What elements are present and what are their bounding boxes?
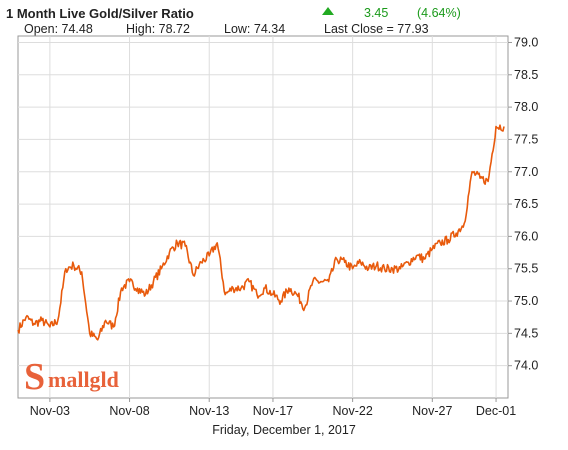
y-tick-label: 77.0 xyxy=(514,165,538,179)
y-tick-label: 78.0 xyxy=(514,100,538,114)
y-tick-label: 78.5 xyxy=(514,68,538,82)
y-tick-label: 77.5 xyxy=(514,132,538,146)
y-tick-label: 79.0 xyxy=(514,35,538,49)
x-tick-label: Nov-08 xyxy=(109,404,149,418)
plot-area xyxy=(17,35,509,399)
x-tick-label: Dec-01 xyxy=(476,404,516,418)
chart-title: 1 Month Live Gold/Silver Ratio xyxy=(6,6,194,21)
x-tick-label: Nov-17 xyxy=(253,404,293,418)
y-tick-label: 76.5 xyxy=(514,197,538,211)
y-tick-label: 75.5 xyxy=(514,262,538,276)
open-value: Open: 74.48 xyxy=(24,22,93,36)
y-tick-label: 74.0 xyxy=(514,359,538,373)
chart-date: Friday, December 1, 2017 xyxy=(212,423,356,437)
x-tick-label: Nov-22 xyxy=(332,404,372,418)
low-value: Low: 74.34 xyxy=(224,22,286,36)
change-value: 3.45 xyxy=(364,6,389,20)
series-line xyxy=(17,124,505,341)
high-value: High: 78.72 xyxy=(126,22,190,36)
smallgold-logo: S mallgld xyxy=(24,356,119,396)
series-layer xyxy=(17,124,505,341)
change-percent: (4.64%) xyxy=(417,6,461,20)
y-tick-label: 74.5 xyxy=(514,326,538,340)
x-tick-label: Nov-27 xyxy=(412,404,452,418)
up-arrow-icon xyxy=(322,7,334,15)
x-tick-label: Nov-03 xyxy=(30,404,70,418)
x-axis: Nov-03 Nov-08 Nov-13 Nov-17 Nov-22 Nov-27 Dec-… xyxy=(30,398,516,418)
svg-text:S: S xyxy=(24,356,45,396)
svg-text:mallgld: mallgld xyxy=(48,367,119,392)
line-chart: 74.0 74.5 75.0 75.5 76.0 76.5 77.0 77.5 78.0 78.5… xyxy=(17,35,538,418)
x-tick-label: Nov-13 xyxy=(189,404,229,418)
y-tick-label: 75.0 xyxy=(514,294,538,308)
last-close-value: Last Close = 77.93 xyxy=(324,22,429,36)
y-tick-label: 76.0 xyxy=(514,229,538,243)
y-axis: 74.0 74.5 75.0 75.5 76.0 76.5 77.0 77.5 78.0 78.5… xyxy=(508,35,538,373)
